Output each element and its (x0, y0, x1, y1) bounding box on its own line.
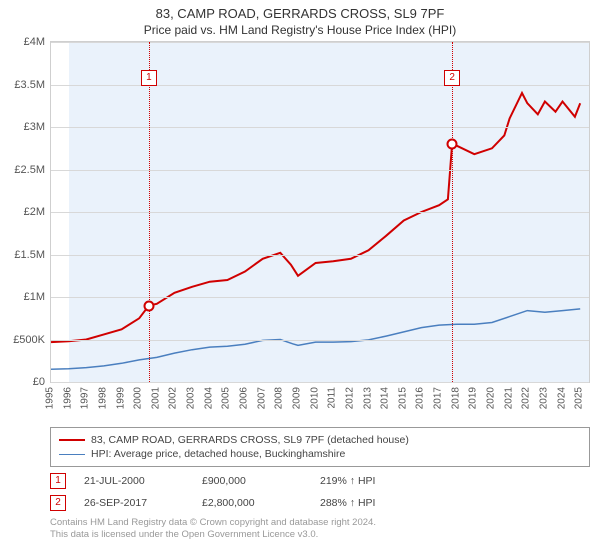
event-row: 1 21-JUL-2000 £900,000 219% ↑ HPI (50, 473, 590, 489)
event-marker: 2 (50, 495, 66, 511)
plot-area: £0£500K£1M£1.5M£2M£2.5M£3M£3.5M£4M12 (50, 41, 590, 383)
footer-line: Contains HM Land Registry data © Crown c… (50, 517, 590, 529)
gridline (51, 85, 589, 86)
x-axis-label: 1995 (45, 387, 56, 409)
x-axis-label: 2003 (186, 387, 197, 409)
gridline (51, 255, 589, 256)
x-axis-label: 2004 (203, 387, 214, 409)
x-axis-labels: 1995199619971998199920002001200220032004… (50, 383, 590, 419)
event-vline (149, 42, 150, 382)
x-axis-label: 2005 (221, 387, 232, 409)
x-axis-label: 2001 (150, 387, 161, 409)
legend: 83, CAMP ROAD, GERRARDS CROSS, SL9 7PF (… (50, 427, 590, 467)
x-axis-label: 2024 (556, 387, 567, 409)
y-axis-label: £3.5M (14, 79, 51, 91)
chart-subtitle: Price paid vs. HM Land Registry's House … (0, 21, 600, 41)
x-axis-label: 2013 (362, 387, 373, 409)
event-price: £2,800,000 (202, 497, 302, 509)
gridline (51, 42, 589, 43)
gridline (51, 212, 589, 213)
legend-swatch-blue (59, 454, 85, 455)
x-axis-label: 2018 (450, 387, 461, 409)
event-price: £900,000 (202, 475, 302, 487)
event-pct: 219% ↑ HPI (320, 475, 420, 487)
gridline (51, 297, 589, 298)
x-axis-label: 2006 (239, 387, 250, 409)
x-axis-label: 2022 (521, 387, 532, 409)
event-date: 21-JUL-2000 (84, 475, 184, 487)
footer: Contains HM Land Registry data © Crown c… (50, 517, 590, 542)
x-axis-label: 2020 (485, 387, 496, 409)
events-table: 1 21-JUL-2000 £900,000 219% ↑ HPI 2 26-S… (50, 473, 590, 511)
y-axis-label: £1M (24, 291, 51, 303)
x-axis-label: 2025 (574, 387, 585, 409)
legend-label: 83, CAMP ROAD, GERRARDS CROSS, SL9 7PF (… (91, 434, 409, 446)
x-axis-label: 1996 (62, 387, 73, 409)
legend-label: HPI: Average price, detached house, Buck… (91, 448, 345, 460)
event-row: 2 26-SEP-2017 £2,800,000 288% ↑ HPI (50, 495, 590, 511)
event-marker-on-chart: 1 (141, 70, 157, 86)
x-axis-label: 2015 (397, 387, 408, 409)
gridline (51, 170, 589, 171)
x-axis-label: 2012 (344, 387, 355, 409)
x-axis-label: 2010 (309, 387, 320, 409)
legend-item: HPI: Average price, detached house, Buck… (59, 447, 581, 461)
x-axis-label: 2008 (274, 387, 285, 409)
x-axis-label: 2000 (133, 387, 144, 409)
data-point (143, 300, 154, 311)
x-axis-label: 2019 (468, 387, 479, 409)
y-axis-label: £500K (13, 334, 51, 346)
x-axis-label: 2021 (503, 387, 514, 409)
x-axis-label: 2009 (291, 387, 302, 409)
legend-item: 83, CAMP ROAD, GERRARDS CROSS, SL9 7PF (… (59, 433, 581, 447)
y-axis-label: £1.5M (14, 249, 51, 261)
y-axis-label: £3M (24, 121, 51, 133)
gridline (51, 340, 589, 341)
footer-line: This data is licensed under the Open Gov… (50, 529, 590, 541)
x-axis-label: 2014 (380, 387, 391, 409)
x-axis-label: 1998 (97, 387, 108, 409)
event-marker-on-chart: 2 (444, 70, 460, 86)
x-axis-label: 2023 (538, 387, 549, 409)
event-marker: 1 (50, 473, 66, 489)
event-vline (452, 42, 453, 382)
x-axis-label: 2007 (256, 387, 267, 409)
y-axis-label: £2M (24, 206, 51, 218)
x-axis-label: 2016 (415, 387, 426, 409)
event-date: 26-SEP-2017 (84, 497, 184, 509)
chart-container: 83, CAMP ROAD, GERRARDS CROSS, SL9 7PF P… (0, 0, 600, 560)
data-point (447, 139, 458, 150)
x-axis-label: 2017 (433, 387, 444, 409)
y-axis-label: £4M (24, 36, 51, 48)
legend-swatch-red (59, 439, 85, 441)
x-axis-label: 1997 (80, 387, 91, 409)
gridline (51, 127, 589, 128)
x-axis-label: 2002 (168, 387, 179, 409)
x-axis-label: 1999 (115, 387, 126, 409)
y-axis-label: £2.5M (14, 164, 51, 176)
event-pct: 288% ↑ HPI (320, 497, 420, 509)
chart-title: 83, CAMP ROAD, GERRARDS CROSS, SL9 7PF (0, 0, 600, 21)
series-line-property (51, 93, 580, 342)
x-axis-label: 2011 (327, 387, 338, 409)
